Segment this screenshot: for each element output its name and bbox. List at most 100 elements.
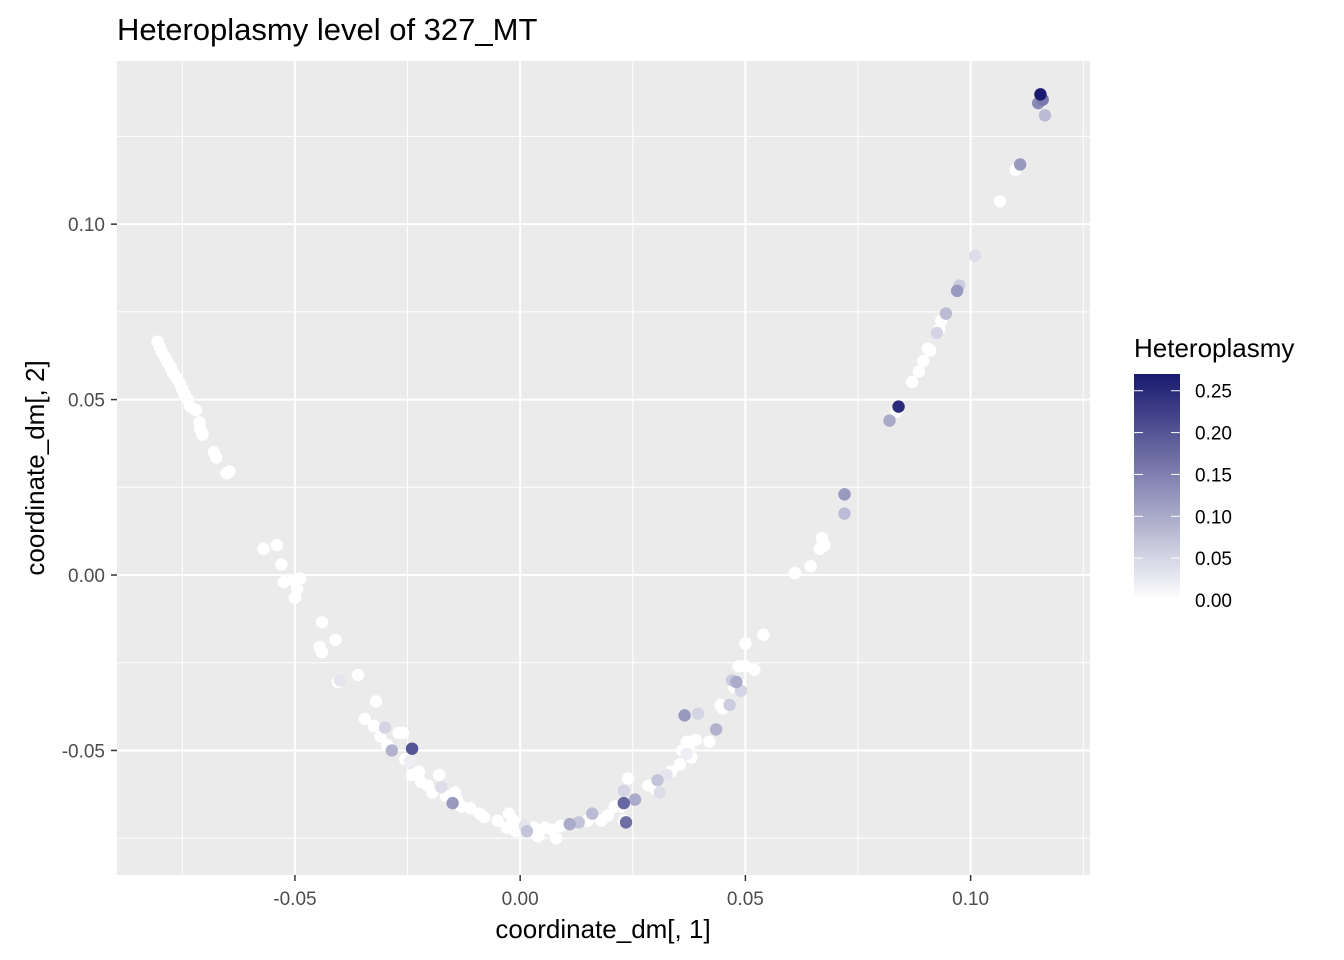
data-point (531, 830, 545, 843)
data-point (315, 616, 329, 629)
data-point (396, 726, 410, 740)
data-point (709, 723, 723, 736)
x-tick-label: 0.05 (727, 889, 764, 910)
data-point (892, 400, 905, 413)
data-point (520, 824, 534, 838)
data-point (883, 414, 896, 427)
legend-title: Heteroplasmy (1134, 333, 1294, 363)
data-point (788, 567, 802, 580)
data-point (923, 344, 937, 357)
data-point (275, 558, 288, 571)
legend-label: 0.10 (1195, 507, 1232, 528)
data-point (818, 538, 831, 552)
data-point (912, 365, 926, 378)
data-point (653, 786, 667, 799)
data-point (651, 774, 664, 787)
legend-colorbar (1134, 374, 1180, 600)
data-point (680, 747, 694, 761)
data-point (703, 735, 716, 748)
data-point (464, 802, 477, 815)
data-point (757, 628, 770, 641)
data-point (385, 744, 398, 757)
legend-label: 0.15 (1195, 465, 1232, 486)
chart-title: Heteroplasmy level of 327_MT (117, 12, 537, 47)
data-point (586, 807, 599, 820)
data-point (435, 781, 448, 794)
data-point (617, 796, 630, 810)
data-point (838, 488, 851, 501)
data-point (196, 428, 209, 441)
data-point (660, 768, 673, 782)
data-point (1034, 88, 1047, 101)
data-point (628, 793, 642, 806)
data-point (1013, 158, 1027, 171)
legend-label: 0.20 (1195, 424, 1232, 445)
data-point (403, 754, 417, 768)
data-point (804, 560, 817, 573)
data-point (723, 698, 736, 712)
data-point (367, 719, 380, 733)
data-point (405, 742, 419, 755)
data-point (329, 633, 342, 647)
legend-ticks: 0.00 0.05 0.10 0.15 0.20 0.25 (1134, 382, 1232, 612)
data-point (432, 768, 446, 782)
y-axis: -0.05 0.00 0.05 0.10 (62, 215, 117, 762)
data-points (151, 88, 1052, 845)
data-point (315, 646, 329, 659)
data-point (351, 668, 365, 682)
data-point (730, 675, 743, 689)
data-point (917, 354, 930, 368)
data-point (358, 712, 371, 726)
y-axis-title: coordinate_dm[, 2] (20, 360, 50, 575)
data-point (209, 451, 223, 464)
data-point (622, 772, 635, 785)
data-point (257, 542, 270, 555)
data-point (939, 307, 953, 320)
y-tick-label: 0.10 (68, 215, 105, 236)
data-point (930, 326, 944, 340)
data-point (290, 582, 304, 596)
data-point (993, 195, 1007, 208)
major-gridlines (117, 61, 1090, 875)
y-tick-label: 0.05 (68, 391, 105, 412)
data-point (550, 831, 563, 845)
data-point (189, 403, 203, 417)
data-point (601, 809, 615, 822)
data-point (412, 765, 426, 778)
data-point (838, 507, 851, 520)
x-tick-label: 0.10 (952, 889, 989, 910)
x-tick-label: -0.05 (273, 889, 316, 910)
data-point (294, 572, 307, 585)
data-point (1038, 109, 1052, 122)
data-point (369, 695, 383, 708)
data-point (491, 814, 504, 827)
data-point (748, 663, 761, 676)
data-point (378, 721, 392, 734)
x-axis-title: coordinate_dm[, 1] (495, 914, 710, 944)
data-point (426, 786, 439, 799)
data-point (678, 709, 691, 722)
data-point (691, 707, 705, 720)
data-point (619, 816, 633, 829)
plot-panel (117, 61, 1090, 875)
data-point (333, 674, 347, 687)
y-tick-label: -0.05 (62, 741, 105, 762)
data-point (689, 733, 703, 747)
data-point (950, 284, 964, 298)
legend-label: 0.05 (1195, 549, 1232, 570)
x-axis: -0.05 0.00 0.05 0.10 (273, 875, 989, 910)
data-point (905, 375, 919, 389)
data-point (739, 637, 752, 650)
data-point (223, 465, 236, 478)
legend-label: 0.00 (1195, 591, 1232, 612)
minor-gridlines (117, 61, 1090, 875)
y-tick-label: 0.00 (68, 566, 105, 587)
color-legend: Heteroplasmy 0.00 0.05 0.10 0.15 0.20 0.25 (1134, 333, 1294, 612)
data-point (617, 784, 630, 797)
data-point (446, 796, 459, 810)
data-point (270, 538, 284, 552)
data-point (477, 810, 491, 824)
data-point (673, 758, 687, 771)
data-point (563, 817, 576, 831)
